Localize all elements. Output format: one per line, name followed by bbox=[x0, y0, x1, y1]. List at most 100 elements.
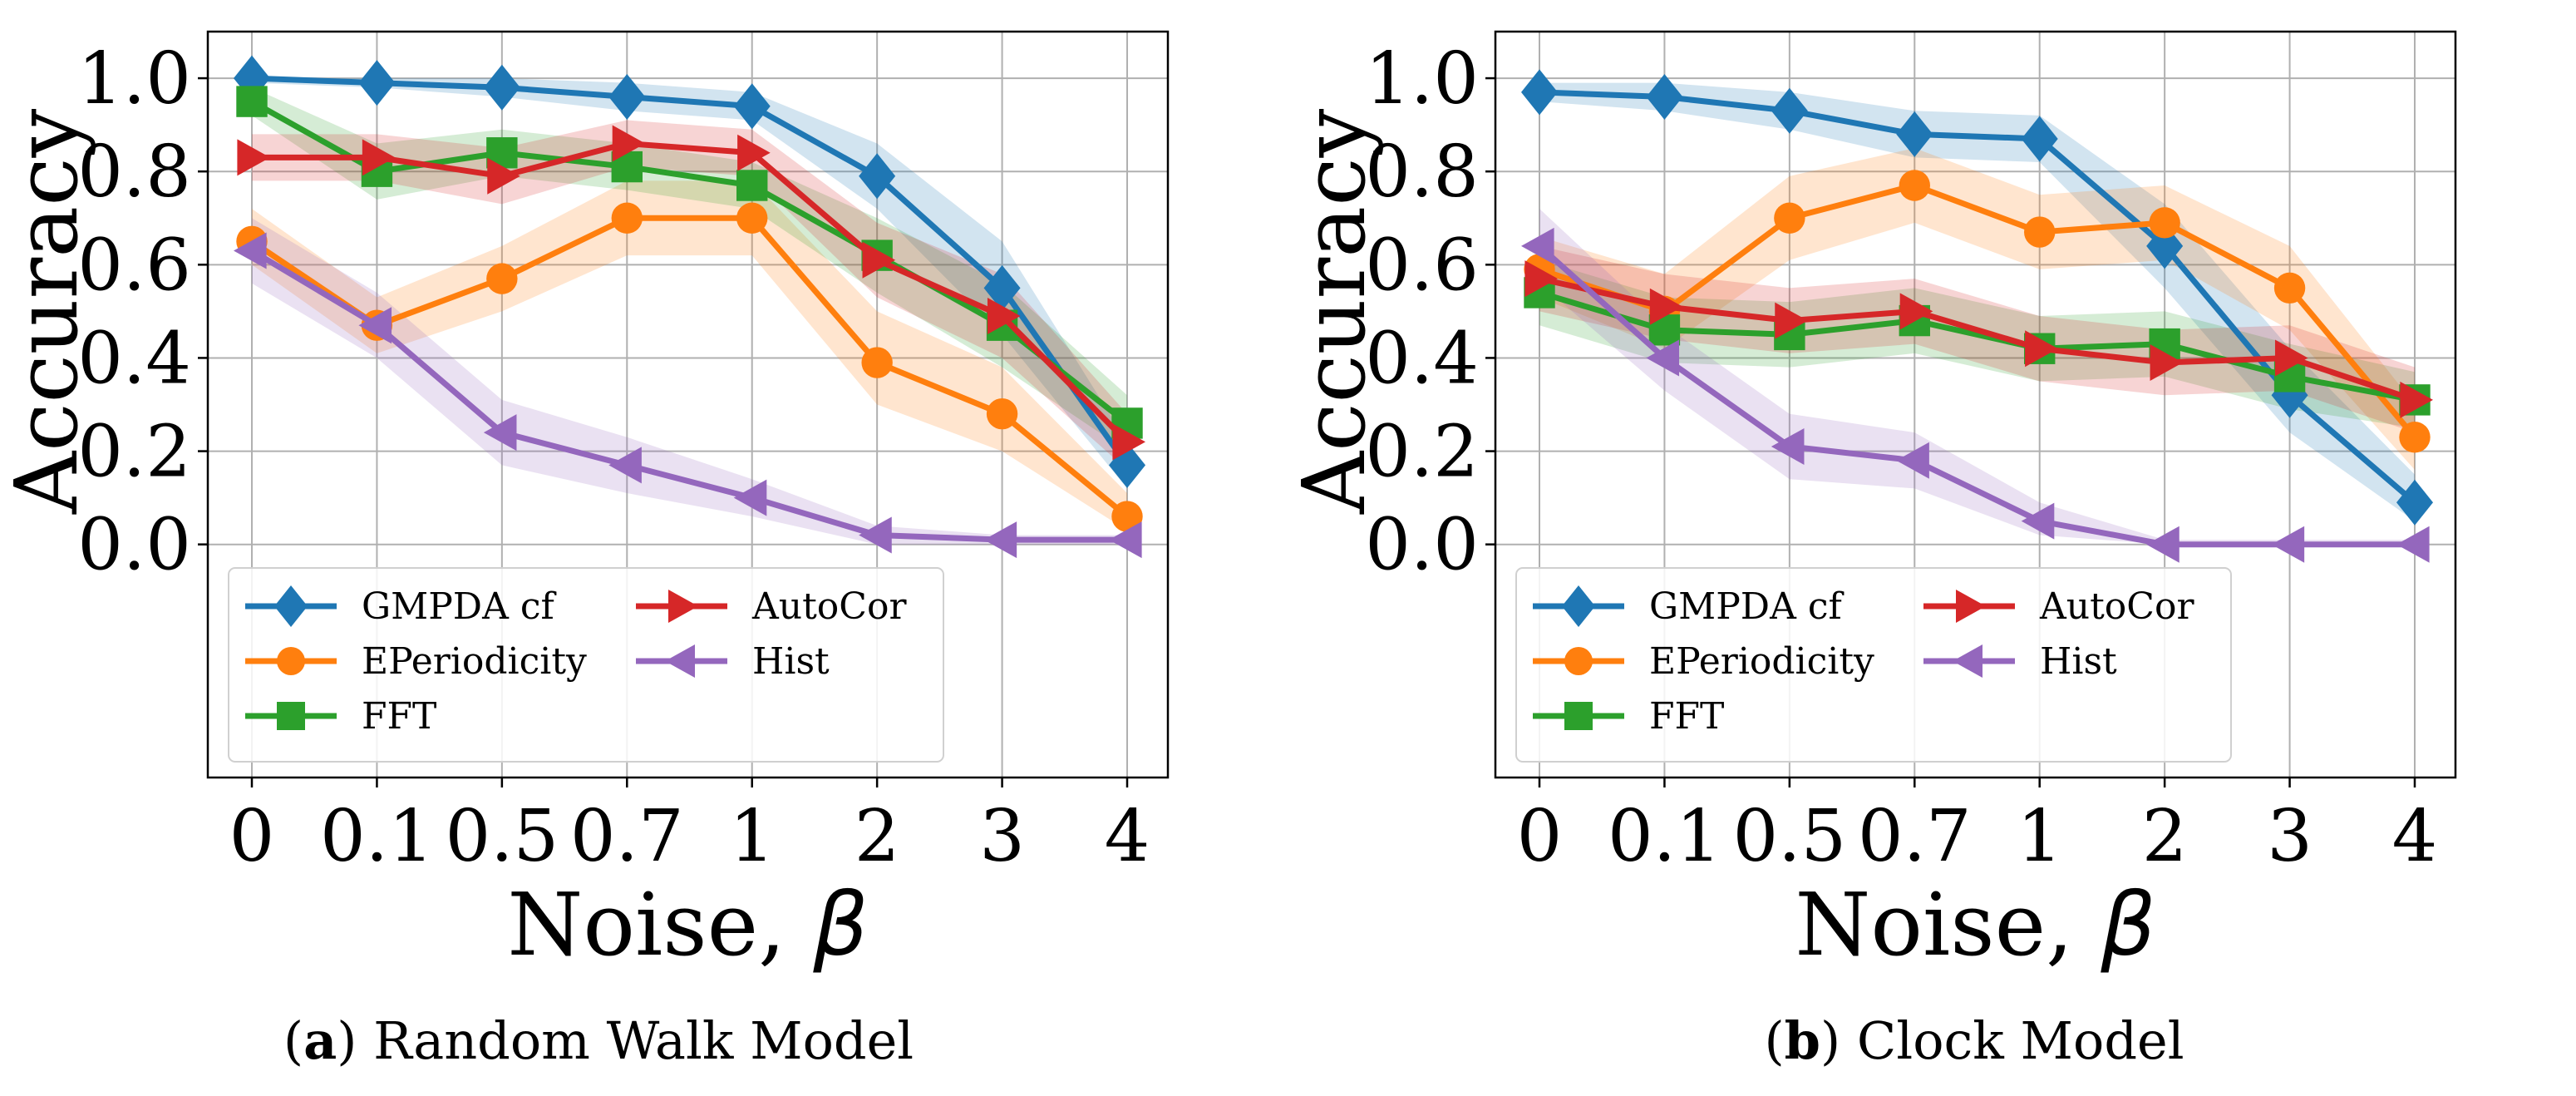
chart-b-legend-marker bbox=[1562, 585, 1595, 627]
chart-a-legend-label: FFT bbox=[362, 695, 436, 738]
chart-b-ytick-label: 0.0 bbox=[1365, 504, 1479, 587]
chart-a-ytick-label: 1.0 bbox=[77, 37, 191, 121]
chart-b-band-eperiodicity bbox=[1539, 148, 2415, 470]
chart-a-ytick-label: 0.8 bbox=[77, 131, 191, 214]
chart-a-ytick-label: 0.2 bbox=[77, 411, 191, 494]
chart-b-ylabel: Accuracy bbox=[1288, 108, 1385, 515]
chart-b-legend-label: Hist bbox=[2040, 640, 2117, 683]
chart-b-point-hist bbox=[1521, 227, 1554, 264]
chart-b-point-autocor bbox=[2274, 339, 2308, 377]
chart-a-line-fft bbox=[250, 99, 1130, 426]
chart-b-point-gmpda-cf bbox=[1771, 87, 1808, 134]
caption-b-letter: b bbox=[1784, 1010, 1821, 1071]
chart-b-legend-label: EPeriodicity bbox=[1649, 640, 1874, 683]
chart-b-legend: GMPDA cf EPeriodicity FFT AutoCor Hist bbox=[1515, 567, 2232, 763]
chart-a-point-autocor bbox=[862, 241, 896, 279]
chart-a-point-gmpda-cf bbox=[358, 60, 396, 106]
chart-a-legend-marker bbox=[277, 702, 305, 730]
chart-b-point-autocor bbox=[1524, 260, 1558, 298]
chart-b-xtick-label: 1 bbox=[2017, 795, 2062, 878]
caption-a-text: Random Walk Model bbox=[373, 1010, 914, 1071]
chart-b-xtick-label: 3 bbox=[2267, 795, 2312, 878]
caption-a-letter: a bbox=[303, 1010, 337, 1071]
chart-a-legend-marker bbox=[665, 644, 695, 678]
chart-random-walk: 0.0 0.2 0.4 0.6 0.8 1.0 0 0.1 0.5 0.7 1 2 3 4 Noise, β… bbox=[0, 30, 1170, 975]
chart-b-point-hist bbox=[2146, 526, 2180, 563]
chart-b-point-autocor bbox=[2400, 381, 2433, 418]
chart-b-ytick-label: 1.0 bbox=[1365, 37, 1479, 121]
chart-clock: 0.0 0.2 0.4 0.6 0.8 1.0 0 0.1 0.5 0.7 1 2 3 4 Noise, β… bbox=[1288, 30, 2457, 975]
chart-b-legend-label: FFT bbox=[1649, 695, 1724, 738]
chart-a-xtick-label: 0.7 bbox=[570, 795, 684, 878]
chart-b-point-eperiodicity bbox=[2149, 207, 2180, 239]
chart-a-band-eperiodicity bbox=[252, 180, 1127, 531]
chart-b-series-hist bbox=[1521, 227, 2430, 563]
chart-a-frame bbox=[206, 30, 1170, 779]
chart-a-legend-marker bbox=[668, 590, 698, 623]
chart-a-point-gmpda-cf bbox=[859, 153, 896, 200]
chart-a-xtick-label: 3 bbox=[979, 795, 1025, 878]
chart-a-band-gmpda-cf bbox=[252, 78, 1127, 489]
chart-a-point-gmpda-cf bbox=[983, 264, 1021, 311]
chart-a-legend: GMPDA cf EPeriodicity FFT AutoCor Hist bbox=[228, 567, 944, 763]
chart-a-legend-label: AutoCor bbox=[751, 585, 907, 628]
chart-a-point-eperiodicity bbox=[611, 202, 643, 234]
chart-a-series-gmpda-cf bbox=[234, 55, 1145, 488]
chart-a-point-fft bbox=[236, 86, 268, 117]
chart-a-point-autocor bbox=[612, 125, 646, 162]
chart-b-point-eperiodicity bbox=[2273, 272, 2306, 304]
chart-a-legend-label: EPeriodicity bbox=[362, 640, 587, 683]
chart-a-xtick-label: 0.1 bbox=[320, 795, 434, 878]
chart-b-band-hist bbox=[1539, 209, 2415, 545]
chart-b-point-hist bbox=[2396, 526, 2430, 563]
chart-a-legend-label: Hist bbox=[752, 640, 830, 683]
chart-b-point-hist bbox=[1646, 339, 1680, 377]
chart-b-point-eperiodicity bbox=[1899, 170, 1930, 201]
caption-b: (b) Clock Model bbox=[1764, 1010, 2184, 1071]
chart-a-point-autocor bbox=[737, 134, 771, 171]
chart-a-series-autocor bbox=[237, 125, 1145, 461]
chart-b-point-hist bbox=[2021, 502, 2055, 540]
chart-b-legend-label: GMPDA cf bbox=[1649, 585, 1844, 628]
chart-b-point-gmpda-cf bbox=[2396, 479, 2433, 526]
chart-a-series-hist bbox=[234, 232, 1142, 559]
chart-b-legend-label: AutoCor bbox=[2039, 585, 2194, 628]
chart-b-point-gmpda-cf bbox=[1646, 73, 1683, 120]
chart-a-line-gmpda-cf bbox=[251, 75, 1130, 467]
chart-a-point-hist bbox=[733, 479, 767, 516]
chart-a-point-hist bbox=[859, 516, 892, 554]
chart-a-point-gmpda-cf bbox=[608, 73, 646, 120]
chart-a-xtick-label: 4 bbox=[1105, 795, 1150, 878]
chart-a-point-gmpda-cf bbox=[483, 64, 520, 111]
chart-a-point-eperiodicity bbox=[486, 263, 518, 294]
chart-b-xtick-label: 0 bbox=[1517, 795, 1563, 878]
chart-b-ytick-label: 0.2 bbox=[1365, 411, 1479, 494]
chart-a-point-autocor bbox=[362, 139, 396, 176]
chart-a-line-eperiodicity bbox=[250, 215, 1130, 519]
chart-b-point-autocor bbox=[1649, 288, 1683, 325]
chart-b-xtick-label: 0.5 bbox=[1732, 795, 1846, 878]
chart-a-ytick-label: 0.0 bbox=[77, 504, 191, 587]
chart-a-point-hist bbox=[983, 521, 1017, 559]
chart-b-legend-marker bbox=[1953, 644, 1982, 678]
chart-a-point-eperiodicity bbox=[736, 202, 768, 234]
chart-b-point-autocor bbox=[1775, 302, 1808, 339]
chart-b-band-gmpda-cf bbox=[1539, 82, 2415, 521]
chart-a-line-autocor bbox=[252, 141, 1130, 444]
chart-b-series-autocor bbox=[1524, 260, 2433, 418]
chart-b-legend-box bbox=[1515, 567, 2232, 763]
chart-b-point-eperiodicity bbox=[1774, 202, 1805, 234]
chart-b-bands bbox=[1539, 82, 2415, 545]
chart-a-point-autocor bbox=[1112, 423, 1145, 461]
chart-a-point-eperiodicity bbox=[986, 398, 1018, 430]
chart-b-point-autocor bbox=[2025, 330, 2058, 368]
chart-b-line-hist bbox=[1537, 244, 2415, 548]
chart-b-line-fft bbox=[1538, 289, 2416, 403]
chart-a-legend-marker bbox=[274, 585, 308, 627]
chart-b-point-autocor bbox=[1899, 293, 1933, 330]
chart-a-xlabel: Noise, β bbox=[507, 874, 868, 975]
chart-b-line-eperiodicity bbox=[1538, 182, 2417, 439]
chart-b-series-fft bbox=[1524, 277, 2431, 416]
chart-a-legend-box bbox=[228, 567, 944, 763]
